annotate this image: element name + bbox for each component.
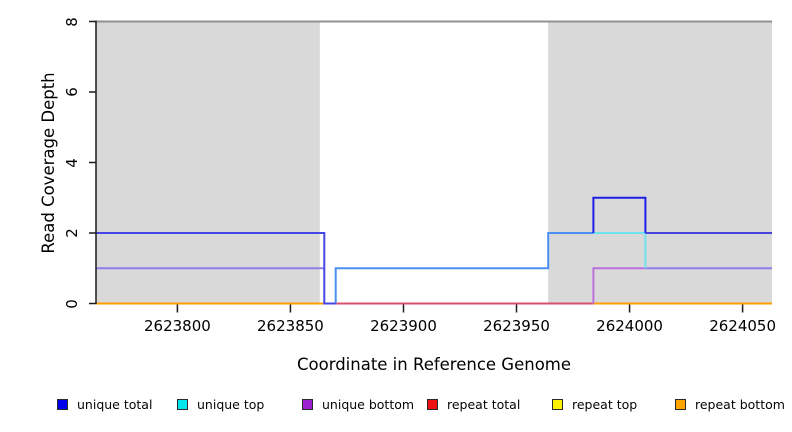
y-axis-title: Read Coverage Depth — [39, 72, 58, 254]
repeat-top-swatch — [552, 398, 563, 410]
repeat-region-band — [548, 22, 772, 304]
x-tick-label: 2623950 — [483, 317, 550, 335]
x-tick-label: 2624050 — [709, 317, 776, 335]
legend-item-repeat-total: repeat total — [427, 396, 520, 412]
legend-item-unique-top: unique top — [177, 396, 264, 412]
legend: unique total unique top unique bottom repea… — [0, 396, 792, 416]
y-tick-label: 8 — [63, 16, 81, 27]
unique-total-bump-line — [592, 196, 647, 233]
x-axis-title: Coordinate in Reference Genome — [296, 355, 572, 374]
legend-label: unique top — [197, 396, 265, 412]
legend-label: unique total — [77, 396, 153, 412]
x-tick-label: 2623900 — [370, 317, 437, 335]
y-tick-label: 0 — [63, 298, 81, 309]
y-tick-label: 4 — [63, 157, 81, 168]
legend-label: repeat bottom — [695, 396, 785, 412]
legend-label: repeat top — [572, 396, 638, 412]
unique-total-left-line — [96, 232, 336, 305]
unique-bottom-step-line — [592, 267, 646, 304]
unique-total-top-blend-line — [334, 232, 594, 304]
repeat-bottom-swatch — [675, 398, 686, 410]
repeat-region-band — [96, 22, 320, 304]
legend-item-repeat-bottom: repeat bottom — [675, 396, 785, 412]
legend-item-repeat-top: repeat top — [552, 396, 637, 412]
y-tick-label: 6 — [63, 87, 81, 97]
unique-total-swatch — [57, 398, 68, 410]
unique-top-swatch — [177, 398, 188, 410]
legend-label: repeat total — [447, 396, 521, 412]
x-tick-label: 2623800 — [143, 317, 211, 335]
legend-item-unique-bottom: unique bottom — [302, 396, 414, 412]
unique-bottom-swatch — [302, 398, 313, 410]
legend-item-unique-total: unique total — [57, 396, 152, 412]
y-tick-label: 2 — [63, 228, 81, 238]
x-tick-label: 2623850 — [257, 317, 324, 335]
legend-label: unique bottom — [322, 396, 415, 412]
repeat-total-swatch — [427, 398, 438, 410]
x-tick-label: 2624000 — [596, 317, 663, 335]
